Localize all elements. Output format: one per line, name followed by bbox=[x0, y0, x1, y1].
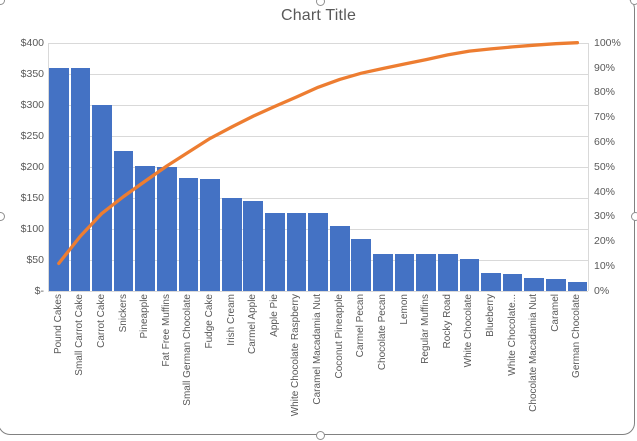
category-axis-label[interactable]: Apple Pie bbox=[268, 294, 280, 337]
bar[interactable] bbox=[92, 104, 112, 291]
category-axis-label[interactable]: Chocolate Macadamia Nut bbox=[528, 294, 540, 412]
category-axis-label[interactable]: Fat Free Muffins bbox=[160, 294, 172, 367]
category-axis-label[interactable]: Caramel Macadamia Nut bbox=[312, 294, 324, 405]
category-axis-label[interactable]: Carmel Apple bbox=[247, 294, 259, 355]
category-axis-label[interactable]: White Chocolate... bbox=[506, 294, 518, 376]
category-axis-label[interactable]: Irish Cream bbox=[225, 294, 237, 346]
percent-axis-label[interactable]: 0% bbox=[594, 284, 610, 297]
bar[interactable] bbox=[329, 225, 350, 291]
plot-border-right bbox=[588, 42, 590, 291]
bar[interactable] bbox=[200, 179, 220, 291]
category-axis-label[interactable]: White Chocolate bbox=[463, 294, 475, 368]
gridline bbox=[48, 290, 589, 292]
category-axis-label[interactable]: White Chocolate Raspberry bbox=[290, 294, 302, 417]
percent-axis-label[interactable]: 40% bbox=[594, 185, 616, 198]
bar[interactable] bbox=[524, 277, 545, 291]
category-axis-label[interactable]: Chocolate Pecan bbox=[376, 294, 388, 371]
resize-handle-top-left[interactable] bbox=[0, 0, 5, 5]
resize-handle-left-middle[interactable] bbox=[0, 212, 5, 221]
category-axis-label[interactable]: Snickers bbox=[117, 294, 129, 333]
bar[interactable] bbox=[286, 212, 307, 291]
category-axis-label[interactable]: Lemon bbox=[398, 294, 410, 325]
bar[interactable] bbox=[481, 273, 501, 291]
chart-title[interactable]: Chart Title bbox=[280, 7, 357, 24]
value-axis-label[interactable]: $300 bbox=[20, 98, 44, 111]
bar[interactable] bbox=[243, 200, 264, 291]
percent-axis-label[interactable]: 60% bbox=[594, 135, 616, 148]
category-axis-label[interactable]: Small German Chocolate bbox=[182, 294, 194, 406]
percent-axis-label[interactable]: 10% bbox=[594, 259, 616, 272]
category-axis-label[interactable]: Caramel bbox=[549, 294, 561, 332]
value-axis-label[interactable]: $- bbox=[34, 284, 44, 297]
bar[interactable] bbox=[459, 258, 480, 291]
value-axis-label[interactable]: $350 bbox=[20, 67, 44, 80]
gridline bbox=[48, 42, 589, 44]
gridline bbox=[48, 104, 589, 106]
bar[interactable] bbox=[48, 67, 69, 291]
percent-axis-label[interactable]: 90% bbox=[594, 61, 616, 74]
category-axis-label[interactable]: Carrot Cake bbox=[96, 294, 108, 348]
gridline bbox=[48, 73, 589, 75]
bar[interactable] bbox=[178, 177, 199, 291]
bar[interactable] bbox=[394, 253, 415, 291]
percent-axis-label[interactable]: 30% bbox=[594, 210, 616, 223]
bar[interactable] bbox=[502, 274, 523, 291]
percent-axis-label[interactable]: 100% bbox=[594, 36, 621, 49]
percent-axis-label[interactable]: 70% bbox=[594, 111, 616, 124]
plot-border-left bbox=[48, 42, 49, 291]
percent-axis-label[interactable]: 50% bbox=[594, 160, 616, 173]
bar[interactable] bbox=[265, 212, 285, 291]
category-axis-label[interactable]: Rocky Road bbox=[441, 294, 453, 349]
category-axis-label[interactable]: Fudge Cake bbox=[204, 294, 216, 349]
resize-handle-top-middle[interactable] bbox=[316, 0, 325, 6]
category-axis-label[interactable]: Regular Muffins bbox=[420, 294, 432, 364]
value-axis-label[interactable]: $100 bbox=[20, 222, 44, 235]
bar[interactable] bbox=[567, 282, 588, 291]
resize-handle-right-middle[interactable] bbox=[631, 212, 637, 221]
bar[interactable] bbox=[308, 212, 328, 291]
bar[interactable] bbox=[437, 253, 458, 291]
category-axis-label[interactable]: German Chocolate bbox=[571, 294, 583, 378]
gridline bbox=[48, 135, 589, 137]
percent-axis-label[interactable]: 20% bbox=[594, 235, 616, 248]
bar[interactable] bbox=[416, 253, 436, 291]
bar[interactable] bbox=[135, 165, 156, 291]
category-axis-label[interactable]: Pound Cakes bbox=[52, 294, 64, 355]
value-axis-label[interactable]: $200 bbox=[20, 160, 44, 173]
value-axis-label[interactable]: $400 bbox=[20, 36, 44, 49]
bar[interactable] bbox=[351, 238, 372, 291]
category-axis-label[interactable]: Blueberry bbox=[484, 294, 496, 337]
category-axis-label[interactable]: Coconut Pineapple bbox=[333, 294, 345, 379]
bar[interactable] bbox=[545, 278, 566, 291]
bar[interactable] bbox=[156, 166, 177, 291]
bar[interactable] bbox=[373, 253, 393, 291]
percent-axis-label[interactable]: 80% bbox=[594, 86, 616, 99]
value-axis-label[interactable]: $250 bbox=[20, 129, 44, 142]
resize-handle-bottom-middle[interactable] bbox=[316, 431, 325, 440]
value-axis-label[interactable]: $150 bbox=[20, 191, 44, 204]
value-axis-label[interactable]: $50 bbox=[26, 253, 44, 266]
category-axis-label[interactable]: Carmel Pecan bbox=[355, 294, 367, 358]
resize-handle-top-right[interactable] bbox=[630, 0, 637, 5]
category-axis-label[interactable]: Small Carrot Cake bbox=[74, 294, 86, 376]
bar[interactable] bbox=[221, 197, 242, 291]
bar[interactable] bbox=[70, 67, 91, 291]
category-axis-label[interactable]: Pineapple bbox=[139, 294, 151, 339]
bar[interactable] bbox=[113, 151, 134, 291]
